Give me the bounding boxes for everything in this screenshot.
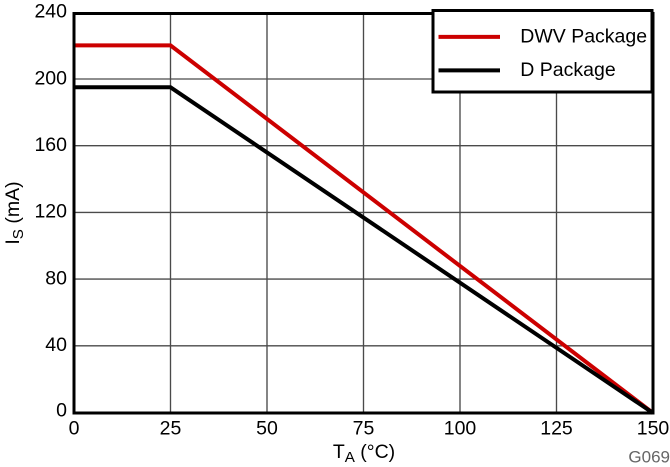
svg-text:75: 75 [353, 418, 375, 440]
svg-text:80: 80 [45, 267, 67, 289]
svg-text:200: 200 [34, 67, 67, 89]
svg-text:125: 125 [540, 418, 573, 440]
svg-text:0: 0 [56, 400, 67, 422]
svg-text:100: 100 [444, 418, 477, 440]
svg-text:TA (°C): TA (°C) [333, 441, 395, 466]
svg-text:150: 150 [637, 418, 670, 440]
svg-text:120: 120 [34, 201, 67, 223]
svg-text:G069: G069 [628, 447, 670, 466]
svg-text:240: 240 [34, 1, 67, 23]
svg-text:0: 0 [69, 418, 80, 440]
svg-text:25: 25 [160, 418, 182, 440]
svg-text:D Package: D Package [520, 59, 615, 81]
svg-text:DWV Package: DWV Package [520, 25, 647, 47]
svg-text:40: 40 [45, 334, 67, 356]
svg-text:160: 160 [34, 134, 67, 156]
svg-text:50: 50 [256, 418, 278, 440]
